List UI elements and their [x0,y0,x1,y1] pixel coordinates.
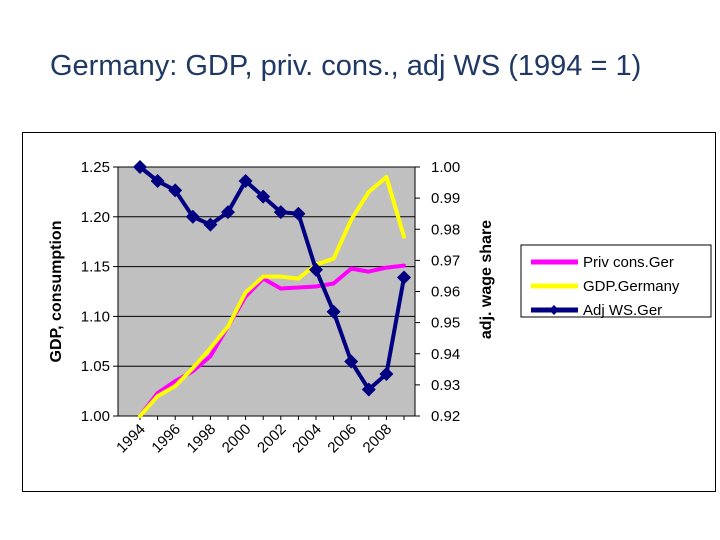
legend-label-priv-cons-ger: Priv cons.Ger [583,254,674,271]
series-line-gdp-germany [138,175,406,418]
y-tick-label: 1.05 [81,358,110,375]
legend-marker-adj-ws-ger [549,305,559,315]
y2-tick-label: 0.98 [431,221,460,238]
data-point-adj-ws-ger [221,205,235,220]
y2-tick-label: 1.00 [431,159,460,176]
data-point-adj-ws-ger [133,160,147,174]
y2-axis-title: adj. wage share [478,220,495,339]
data-point-adj-ws-ger [344,354,359,369]
data-point-adj-ws-ger [203,217,218,232]
chart-frame: 1.00 1.05 1.10 1.15 1.20 1.25 0.92 0.93 0.94 0.95… [22,132,716,492]
y2-tick-label: 0.94 [431,346,460,363]
x-tick-label: 2000 [219,421,255,457]
data-point-adj-ws-ger [361,382,376,397]
y-axis-title: GDP, consumption [48,221,65,363]
y-tick-label: 1.25 [81,159,110,176]
data-point-adj-ws-ger [273,205,288,220]
y2-tick-label: 0.92 [431,408,460,425]
data-point-adj-ws-ger [185,209,200,224]
x-tick-label: 2004 [289,421,325,457]
legend-label-gdp-germany: GDP.Germany [583,278,680,295]
plot-area [117,166,416,417]
data-point-adj-ws-ger [379,366,394,381]
y2-tick-label: 0.93 [431,377,460,394]
legend-label-adj-ws-ger: Adj WS.Ger [583,302,662,319]
y-tick-label: 1.00 [81,408,110,425]
data-point-adj-ws-ger [256,189,271,204]
x-tick-label: 2002 [254,421,290,457]
y2-tick-label: 0.95 [431,315,460,332]
y2-tick-label: 0.97 [431,252,460,269]
y-tick-label: 1.15 [81,259,110,276]
y-tick-label: 1.10 [81,308,110,325]
y2-tick-label: 0.96 [431,284,460,301]
x-tick-label: 1998 [184,421,220,457]
x-tick-label: 1994 [113,421,149,457]
data-point-adj-ws-ger [291,206,306,221]
legend-box [520,244,712,318]
series-line-adj-ws-ger [138,165,406,392]
slide-title: Germany: GDP, priv. cons., adj WS (1994 … [50,50,642,82]
data-point-adj-ws-ger [397,270,411,285]
x-tick-label: 1996 [148,421,184,457]
x-tick-label: 2006 [324,421,360,457]
data-point-adj-ws-ger [168,183,183,198]
data-point-adj-ws-ger [238,174,253,189]
y-tick-label: 1.20 [81,209,110,226]
y2-tick-label: 0.99 [431,190,460,207]
data-point-adj-ws-ger [326,304,341,319]
x-tick-label: 2008 [360,421,396,457]
data-point-adj-ws-ger [150,174,165,189]
line-chart: 1.00 1.05 1.10 1.15 1.20 1.25 0.92 0.93 0.94 0.95… [48,159,712,457]
data-point-adj-ws-ger [309,262,323,277]
